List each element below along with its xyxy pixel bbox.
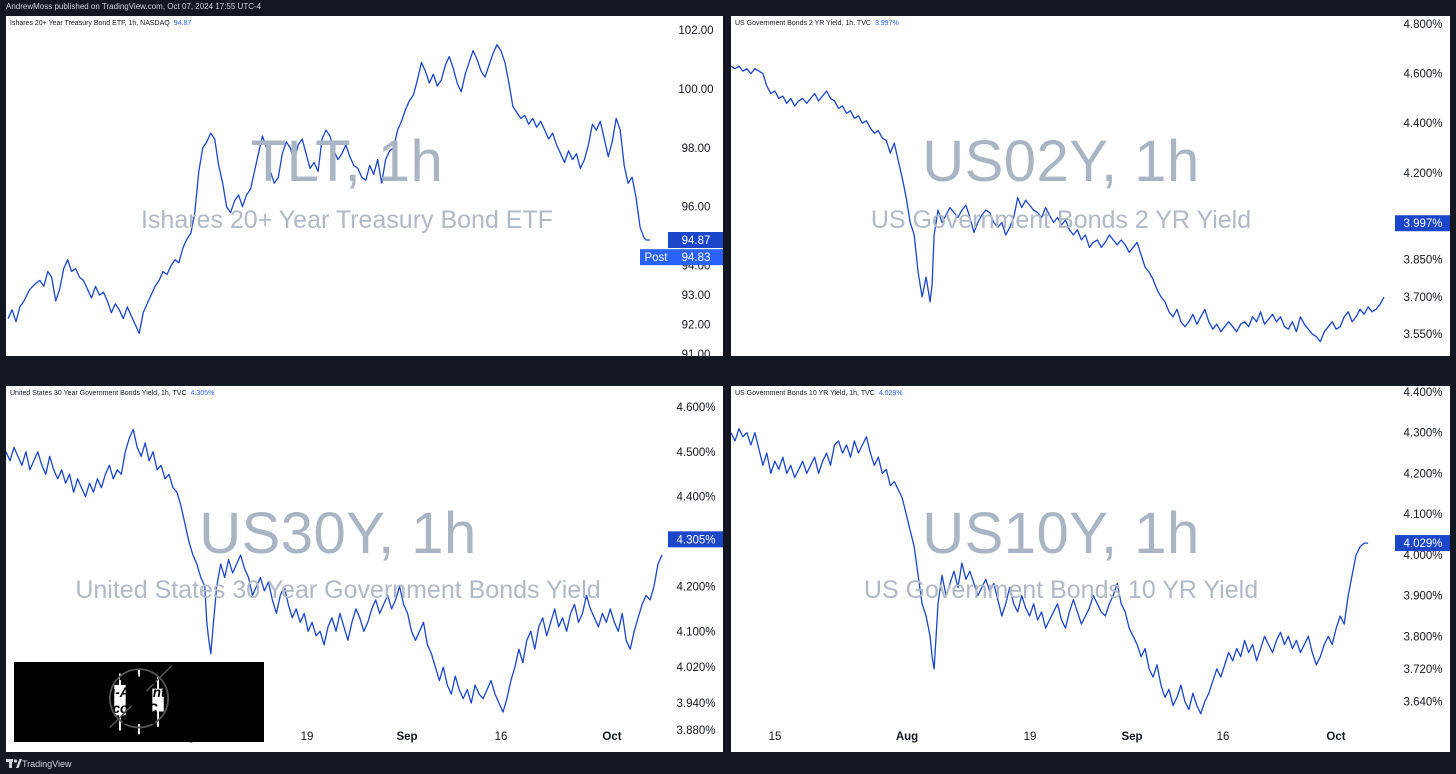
y-tick-label: 4.500% [676,447,715,459]
last-price-text: 4.305% [676,534,715,546]
y-tick-label: 4.000% [1403,550,1442,562]
post-market-tag: Post [644,252,668,264]
last-price-text: 94.87 [682,235,711,247]
y-tick-label: 3.900% [1403,591,1442,603]
bottom-bar: TradingView [0,754,1456,774]
x-tick-label: 19 [301,731,314,743]
tradingview-logo-icon [6,759,22,768]
badge-text: INNER CIRCLE [117,733,162,740]
y-tick-label: 4.400% [676,492,715,504]
price-line [6,428,663,713]
chart-svg: 4.800%4.600%4.400%4.200%4.000%3.850%3.70… [731,19,1450,343]
author-name: Andrew Moss, CMT [66,668,191,683]
y-tick-label: 4.600% [676,402,715,414]
last-price-label [1395,535,1450,552]
y-tick-label: 3.850% [1403,255,1442,267]
top-bar: AndrewMoss published on TradingView.com,… [0,0,1456,16]
chart-panel-us02y[interactable]: 4.800%4.600%4.400%4.200%4.000%3.850%3.70… [731,16,1450,356]
post-market-value: 94.83 [682,252,711,264]
y-tick-label: 3.720% [1403,664,1442,676]
y-tick-label: 102.00 [678,25,713,37]
author-signature: Andrew Moss, CMT Trading-Adventures.com … [14,662,264,742]
last-price-label [668,531,723,548]
y-tick-label: 4.200% [1403,168,1442,180]
watermark-symbol: US02Y, 1h [922,129,1200,194]
watermark-symbol: US30Y, 1h [199,501,477,566]
x-tick-label: Oct [1326,731,1345,743]
y-tick-label: 91.00 [682,349,711,356]
y-tick-label: 3.880% [676,725,715,737]
y-tick-label: 4.600% [1403,69,1442,81]
y-tick-label: 100.00 [678,84,713,96]
symbol-header: US Government Bonds 2 YR Yield, 1h, TVC 3… [735,20,899,27]
watermark-description: Ishares 20+ Year Treasury Bond ETF [140,206,554,234]
chart-panel-tlt[interactable]: 102.00 100.00 98.00 96.00 94.00 93.00 92.00 91.… [6,16,723,356]
watermark-description: US Government Bonds 10 YR Yield [863,576,1259,604]
y-tick-label: 4.400% [1403,118,1442,130]
y-tick-label: 4.200% [676,581,715,593]
y-tick-label: 3.700% [1403,292,1442,304]
y-tick-label: 4.100% [676,626,715,638]
x-tick-label: Sep [1121,731,1142,743]
y-tick-label: 98.00 [682,143,711,155]
symbol-header: Ishares 20+ Year Treasury Bond ETF, 1h, … [10,20,192,27]
y-tick-label: 93.00 [682,290,711,302]
x-tick-label: Oct [602,731,621,743]
y-tick-label: 96.00 [682,202,711,214]
price-line [731,65,1385,343]
y-tick-label: 4.020% [676,662,715,674]
symbol-header: United States 30 Year Government Bonds Y… [10,390,215,397]
watermark-symbol: US10Y, 1h [922,501,1200,566]
watermark-description: United States 30 Year Government Bonds Y… [75,576,601,604]
watermark-symbol: TLT, 1h [250,129,444,194]
y-tick-label: 3.940% [676,698,715,710]
inner-circle-logo-icon: INNER CIRCLE [109,665,173,740]
x-tick-label: 19 [1024,731,1037,743]
tradingview-brand: TradingView [22,759,72,769]
chart-svg: 4.400% 4.300% 4.200% 4.100% 4.000% 3.900% 3.80… [731,387,1450,743]
y-tick-label: 4.200% [1403,468,1442,480]
y-tick-label: 3.550% [1403,329,1442,341]
x-tick-label: 15 [769,731,782,743]
watermark-description: US Government Bonds 2 YR Yield [870,206,1252,234]
y-tick-label: 4.400% [1403,387,1442,399]
last-price-text: 3.997% [1403,218,1442,230]
chart-panel-us30y[interactable]: 4.600%4.500%4.400%4.300%4.200%4.100%4.02… [6,386,723,752]
y-tick-label: 3.800% [1403,631,1442,643]
chart-svg: 102.00100.0098.0096.0094.0093.0092.0091.… [7,25,723,356]
y-tick-label: 92.00 [682,320,711,332]
x-tick-label: Sep [396,731,417,743]
symbol-header: US Government Bonds 10 YR Yield, 1h, TVC… [735,390,903,397]
x-tick-label: Aug [896,731,918,743]
publish-info: AndrewMoss published on TradingView.com,… [6,2,262,11]
chart-svg: 4.600%4.500%4.400%4.300%4.200%4.100%4.02… [6,402,723,743]
post-market-label [640,249,723,266]
last-price-label [668,232,723,249]
chart-panel-us10y[interactable]: 4.400% 4.300% 4.200% 4.100% 4.000% 3.900% 3.80… [731,386,1450,752]
price-line [731,428,1369,715]
last-price-label [1395,215,1450,232]
y-tick-label: 4.800% [1403,19,1442,31]
x-tick-label: 16 [1217,731,1230,743]
y-tick-label: 4.100% [1403,509,1442,521]
x-tick-label: 16 [495,731,508,743]
price-line [7,44,650,335]
y-tick-label: 4.300% [1403,428,1442,440]
last-price-text: 4.029% [1403,538,1442,550]
y-tick-label: 3.640% [1403,696,1442,708]
